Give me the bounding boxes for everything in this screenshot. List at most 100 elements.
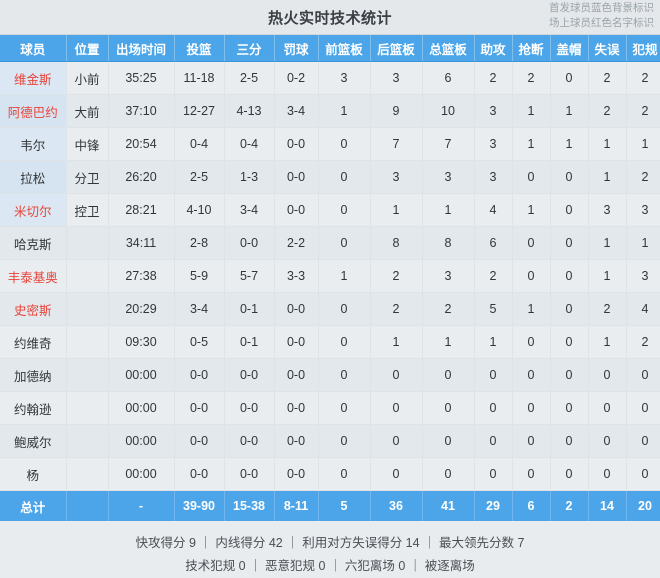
column-header[interactable]: 出场时间 [108,35,175,62]
stat-cell: 0 [318,457,371,491]
player-name[interactable]: 加德纳 [0,358,67,392]
stat-cell: 27:38 [108,259,175,293]
player-name[interactable]: 约维奇 [0,325,67,359]
stat-cell: 0 [422,424,475,458]
page-title: 热火实时技术统计 [267,9,392,27]
stat-cell: 0-0 [224,457,275,491]
stat-cell: 1 [422,325,475,359]
totals-cell: - [108,490,175,521]
player-name[interactable]: 拉松 [0,160,67,194]
player-name[interactable]: 米切尔 [0,193,67,227]
column-header[interactable]: 抢断 [512,35,551,62]
stat-cell: 0-0 [224,226,275,260]
stat-cell: 0 [512,160,551,194]
player-name[interactable]: 史密斯 [0,292,67,326]
footer-line-fouls: 技术犯规 0 ｜ 恶意犯规 0 ｜ 六犯离场 0 ｜ 被逐离场 [185,559,475,573]
stat-cell: 0 [474,391,513,425]
stat-cell: 12-27 [174,94,225,128]
totals-cell: 39-90 [174,490,225,521]
stat-cell: 0 [512,424,551,458]
player-name[interactable]: 约翰逊 [0,391,67,425]
stat-cell: 0 [626,424,660,458]
stat-cell: 0-0 [174,457,225,491]
column-header[interactable]: 总篮板 [422,35,475,62]
column-header[interactable]: 犯规 [626,35,660,62]
stat-cell: 2-5 [174,160,225,194]
stat-cell: 3 [626,193,660,227]
stat-cell: 1 [512,193,551,227]
stat-cell: 3 [370,160,423,194]
stat-cell: 1 [370,193,423,227]
totals-cell: 15-38 [224,490,275,521]
column-header[interactable]: 失误 [588,35,627,62]
stat-cell: 2 [626,160,660,194]
stat-cell [66,424,109,458]
stat-cell: 2 [474,259,513,293]
stat-cell: 1 [318,94,371,128]
stat-cell: 0 [550,226,589,260]
stat-cell: 1 [626,127,660,161]
stat-cell: 1 [588,160,627,194]
table-row[interactable]: 杨00:000-00-00-00000000000 [0,457,660,491]
stat-cell: 1-3 [224,160,275,194]
player-name[interactable]: 阿德巴约 [0,94,67,128]
column-header[interactable]: 罚球 [274,35,319,62]
column-header[interactable]: 投篮 [174,35,225,62]
column-header[interactable]: 球员 [0,35,67,62]
player-name[interactable]: 韦尔 [0,127,67,161]
column-header[interactable]: 盖帽 [550,35,589,62]
legend-line-oncourt: 场上球员红色名字标识 [549,17,654,29]
stat-cell: 0-0 [224,358,275,392]
stat-cell: 35:25 [108,61,175,95]
stat-cell: 0 [512,391,551,425]
player-name[interactable]: 鲍威尔 [0,424,67,458]
column-header[interactable]: 前篮板 [318,35,371,62]
stat-cell: 0 [318,424,371,458]
stat-cell [66,259,109,293]
stat-cell: 0 [550,325,589,359]
stat-cell: 0-0 [174,391,225,425]
stat-cell: 0 [474,358,513,392]
stat-cell: 28:21 [108,193,175,227]
legend-note: 首发球员蓝色背景标识 场上球员红色名字标识 [549,1,654,31]
stat-cell: 4-10 [174,193,225,227]
stat-cell: 0-0 [274,391,319,425]
stat-cell: 0 [474,457,513,491]
stat-cell: 2-5 [224,61,275,95]
stat-cell: 0 [512,226,551,260]
stat-cell: 1 [588,325,627,359]
stat-cell: 0 [588,457,627,491]
stat-cell: 1 [318,259,371,293]
footer-summary: 快攻得分 9 ｜ 内线得分 42 ｜ 利用对方失误得分 14 ｜ 最大领先分数 … [0,521,660,578]
stat-cell: 0 [550,61,589,95]
stat-cell: 3 [422,259,475,293]
column-header[interactable]: 助攻 [474,35,513,62]
stat-cell: 0 [370,457,423,491]
column-header[interactable]: 三分 [224,35,275,62]
column-header[interactable]: 后篮板 [370,35,423,62]
player-name[interactable]: 维金斯 [0,61,67,95]
stat-cell: 00:00 [108,424,175,458]
totals-cell: 6 [512,490,551,521]
player-name[interactable]: 杨 [0,457,67,491]
stat-cell: 0 [318,358,371,392]
stat-cell: 1 [550,127,589,161]
stat-cell: 0-4 [224,127,275,161]
column-header[interactable]: 位置 [66,35,109,62]
player-name[interactable]: 哈克斯 [0,226,67,260]
stat-cell: 0-0 [274,160,319,194]
stat-cell: 0 [318,193,371,227]
player-name[interactable]: 丰泰基奥 [0,259,67,293]
